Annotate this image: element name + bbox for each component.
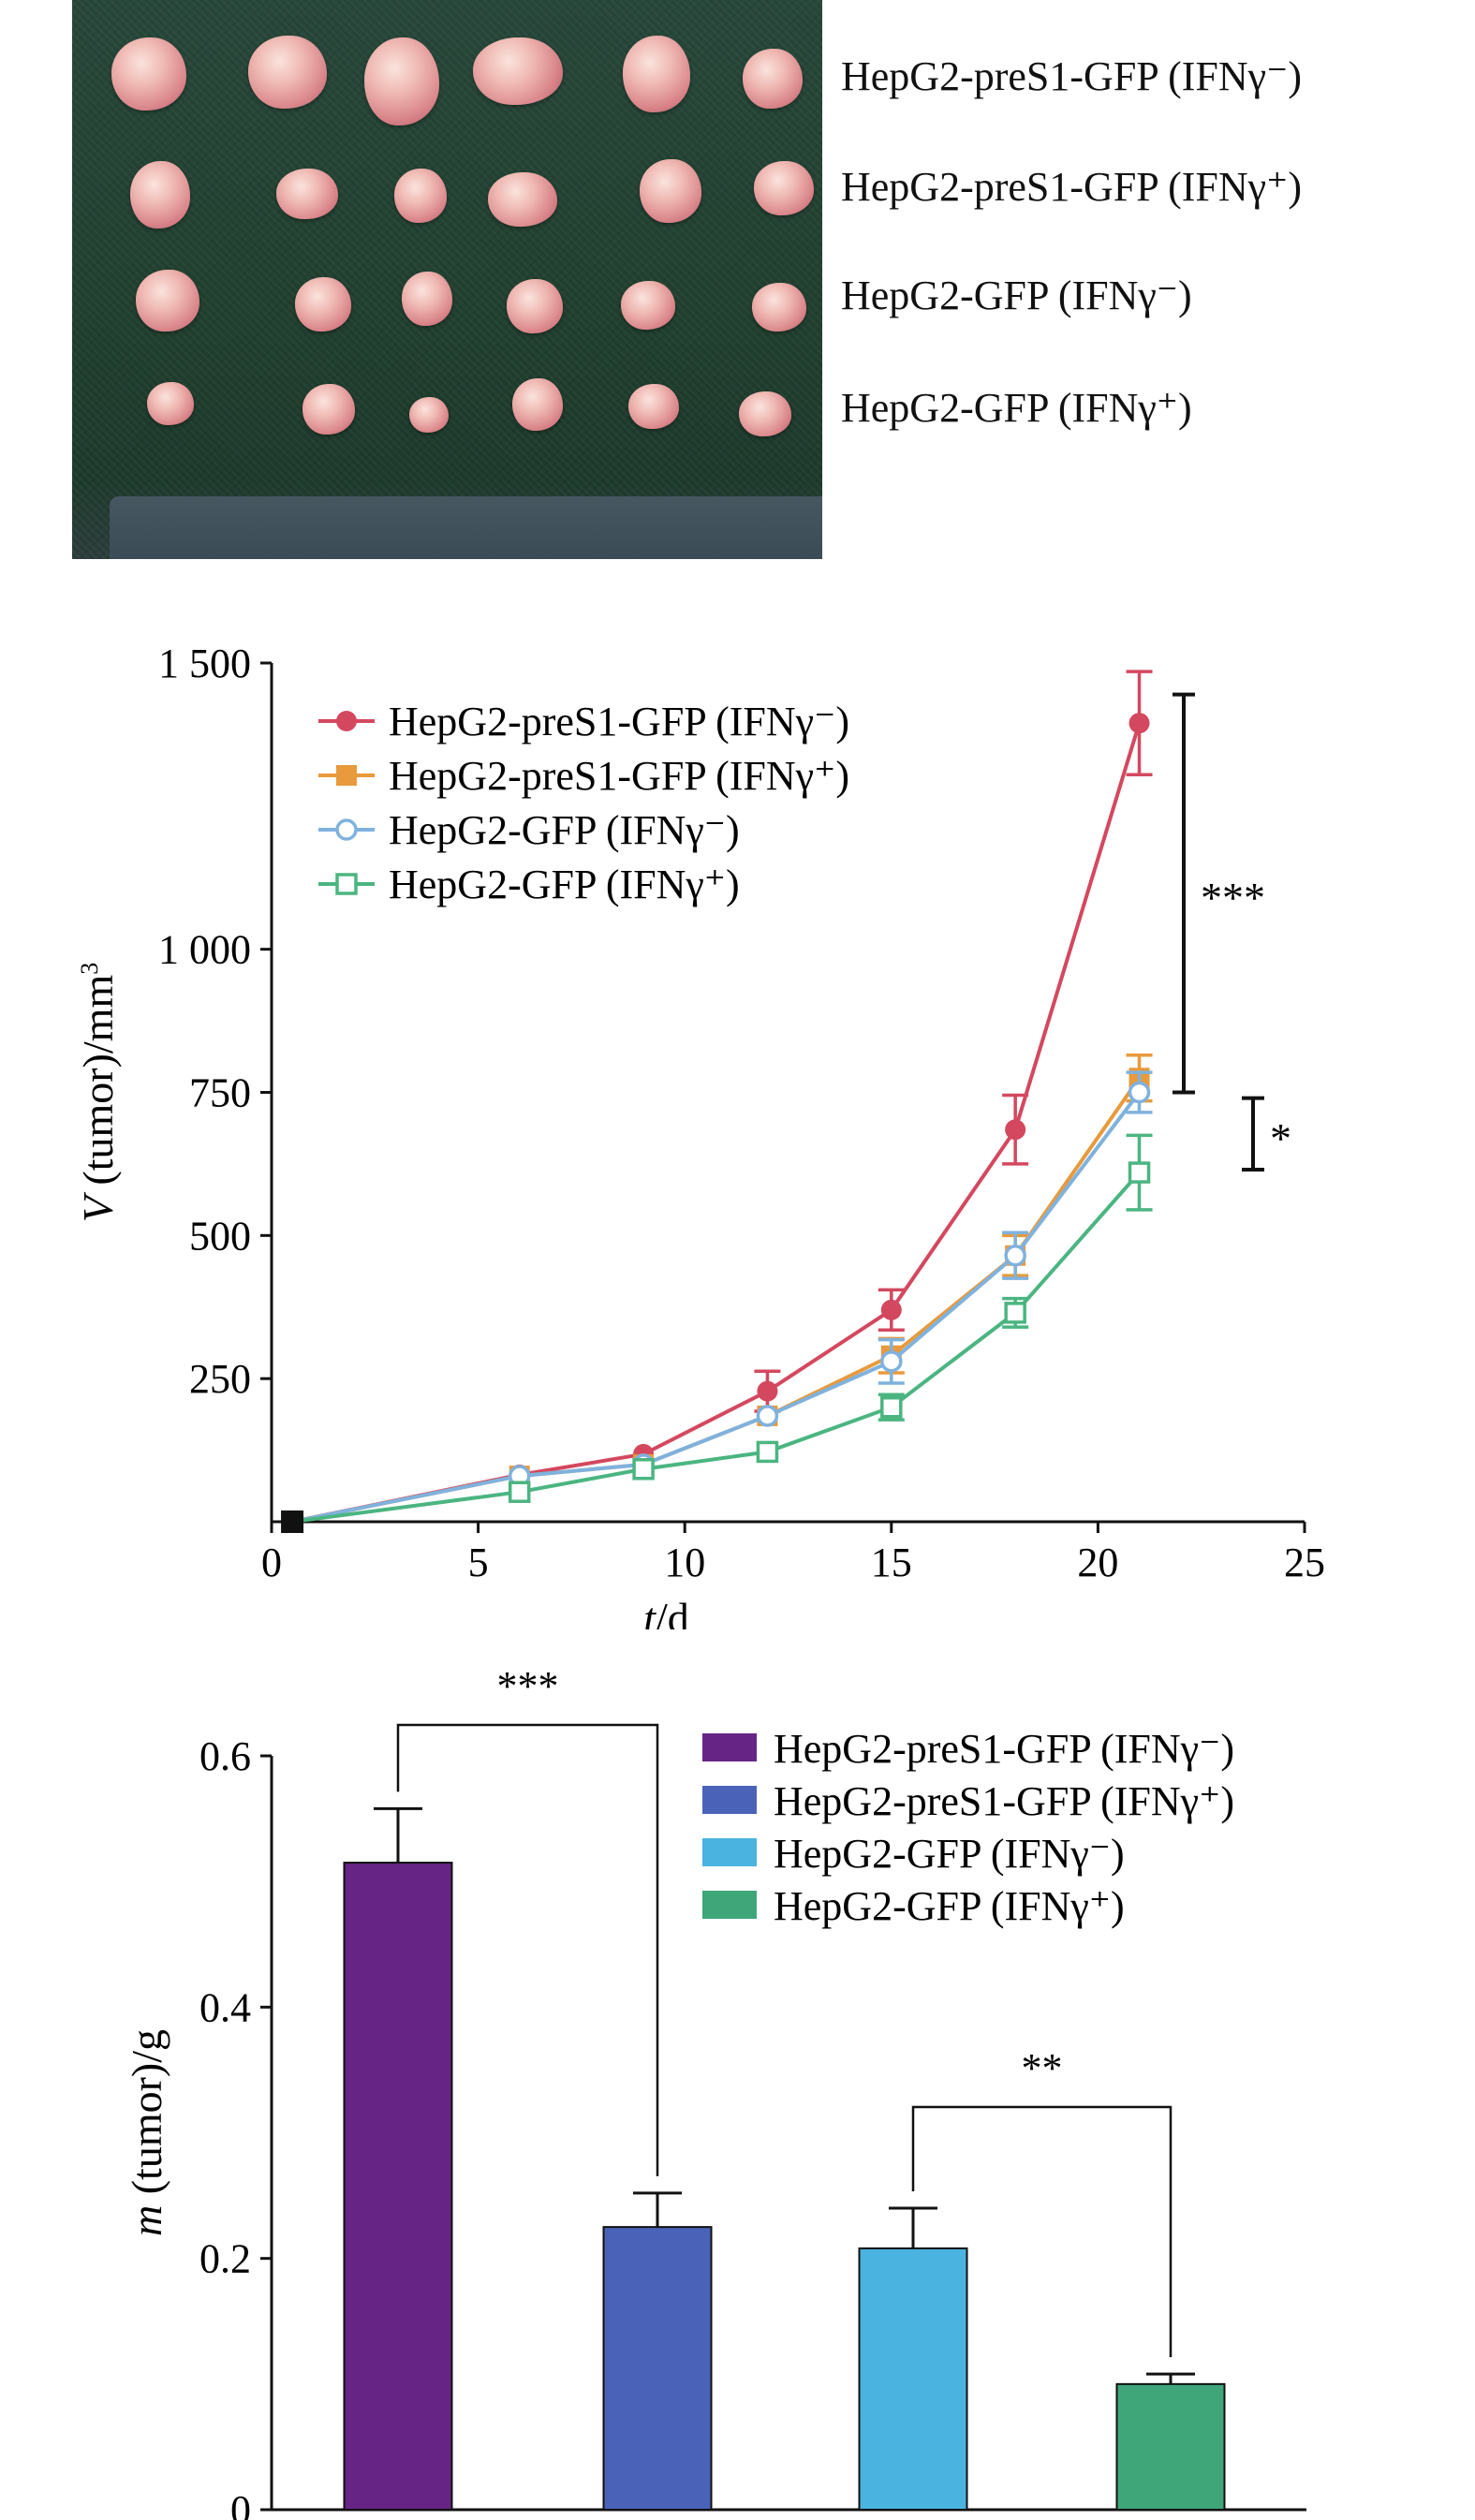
x-tick-label: 0: [261, 1540, 282, 1585]
tumor-sample: [302, 384, 355, 435]
y-tick-label: 0.6: [199, 1733, 251, 1779]
legend-swatch: [702, 1733, 757, 1761]
x-tick-label: 10: [664, 1540, 705, 1585]
data-point: [880, 1395, 903, 1419]
series-group: [291, 1070, 1153, 1524]
y-tick-label: 0.4: [199, 1984, 251, 2030]
y-tick-label: 750: [189, 1070, 251, 1116]
data-point: [756, 1440, 779, 1464]
x-tick-label: 25: [1284, 1540, 1325, 1585]
tumor-sample: [623, 36, 690, 112]
tumor-sample: [364, 37, 439, 125]
tumor-sample: [488, 172, 557, 227]
tumor-sample: [754, 161, 814, 215]
tumor-sample: [409, 397, 449, 433]
tumor-sample: [621, 281, 675, 330]
data-point: [757, 1380, 778, 1402]
photo-row-label: HepG2-GFP (IFNγ⁻): [841, 273, 1192, 318]
tumor-sample: [743, 49, 803, 109]
tumor-sample: [111, 37, 186, 111]
y-tick-label: 0: [230, 2487, 251, 2520]
y-tick-label: 1 000: [158, 927, 251, 973]
data-point: [336, 711, 357, 731]
x-tick-label: 15: [871, 1540, 912, 1585]
bar: [602, 2226, 713, 2511]
tumor-sample: [402, 272, 452, 326]
tumor-sample: [473, 37, 563, 105]
y-tick-label: 0.2: [199, 2236, 251, 2282]
series-group: [291, 1133, 1153, 1524]
data-point: [1128, 1081, 1151, 1104]
data-point: [336, 765, 357, 786]
tumor-sample: [640, 159, 701, 223]
tumor-sample: [628, 384, 679, 429]
data-point: [880, 1350, 903, 1373]
data-point: [1128, 713, 1150, 734]
tumor-sample: [136, 270, 199, 332]
legend-label: HepG2-preS1-GFP (IFNγ⁻): [774, 1726, 1234, 1772]
data-point: [1005, 1119, 1026, 1141]
legend-swatch: [702, 1786, 757, 1814]
x-tick-label: 5: [468, 1540, 489, 1585]
data-point: [335, 873, 358, 895]
legend-label: HepG2-preS1-GFP (IFNγ⁻): [389, 699, 849, 744]
data-point: [1004, 1302, 1026, 1324]
y-axis-label: V (tumor)/mm3: [74, 963, 122, 1222]
legend-swatch: [702, 1891, 757, 1919]
tumor-mass-bar-chart: 0 0.2 0.4 0.6 m (tumor)/g HepG2-preS1-GFP (I…: [123, 1663, 1306, 2520]
significance-label: *: [1270, 1114, 1291, 1162]
significance-label: ***: [497, 1663, 559, 1709]
data-point: [335, 818, 358, 841]
tumor-sample: [276, 169, 338, 219]
y-tick-label: 500: [189, 1213, 251, 1259]
series-group: [291, 670, 1153, 1524]
legend-label: HepG2-preS1-GFP (IFNγ⁺): [774, 1778, 1234, 1824]
series-line: [291, 1171, 1142, 1524]
ruler: [110, 496, 822, 559]
significance-label: **: [1022, 2045, 1063, 2091]
tumor-photo: [72, 0, 822, 559]
significance-bracket: [911, 2105, 1173, 2358]
data-point: [508, 1481, 531, 1503]
x-axis-label: t/d: [643, 1594, 689, 1629]
tumor-sample: [512, 378, 563, 431]
y-tick-label: 250: [189, 1356, 251, 1402]
photo-row-label: HepG2-GFP (IFNγ⁺): [841, 385, 1192, 431]
bar: [1115, 2382, 1226, 2511]
green-cloth-background: [72, 0, 822, 559]
tumor-sample: [752, 283, 806, 332]
legend-swatch: [702, 1838, 757, 1866]
tumor-sample: [130, 161, 190, 228]
legend-label: HepG2-GFP (IFNγ⁻): [774, 1831, 1125, 1877]
significance-label: ***: [1201, 874, 1265, 921]
tumor-sample: [507, 279, 563, 333]
legend-label: HepG2-preS1-GFP (IFNγ⁺): [389, 753, 849, 799]
tumor-volume-line-chart: 0 5 10 15 20 25 250 500 750 1 000 1 500 t/d V (tumor…: [74, 641, 1325, 1629]
photo-row-label: HepG2-preS1-GFP (IFNγ⁺): [841, 164, 1302, 210]
bar: [343, 1862, 453, 2511]
x-tick-label: 20: [1077, 1540, 1118, 1585]
data-point: [756, 1405, 779, 1427]
data-point: [1128, 1161, 1151, 1184]
tumor-sample: [248, 36, 327, 109]
data-point: [880, 1299, 902, 1320]
significance-bracket: [396, 1723, 659, 2176]
data-point: [1004, 1244, 1026, 1267]
photo-row-label: HepG2-preS1-GFP (IFNγ⁻): [841, 53, 1302, 99]
bar: [858, 2247, 968, 2512]
y-axis-label: m (tumor)/g: [123, 2029, 170, 2236]
tumor-sample: [739, 391, 791, 436]
tumor-sample: [394, 169, 447, 223]
legend-label: HepG2-GFP (IFNγ⁺): [389, 862, 740, 907]
legend-label: HepG2-GFP (IFNγ⁻): [389, 807, 740, 853]
tumor-sample: [295, 277, 351, 332]
tumor-sample: [147, 382, 194, 425]
y-tick-label: 1 500: [158, 641, 251, 686]
data-point: [632, 1458, 655, 1481]
origin-point: [281, 1511, 304, 1533]
legend-label: HepG2-GFP (IFNγ⁺): [774, 1883, 1125, 1929]
